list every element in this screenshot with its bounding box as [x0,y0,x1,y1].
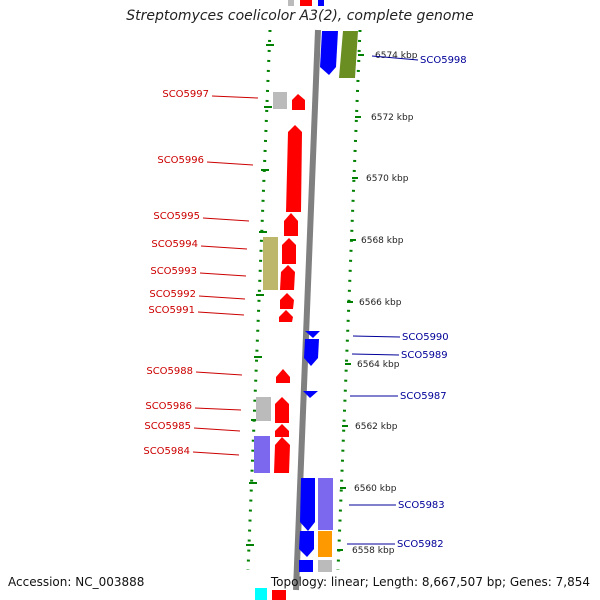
kbp-label: 6566 kbp [359,298,402,308]
gene-SCO5988 [276,369,290,383]
right-ruler [336,29,362,571]
kbp-label: 6574 kbp [375,51,418,61]
gene-SCO5997 [292,94,305,110]
right-leader-lines [347,55,419,545]
accession-text: Accession: NC_003888 [8,575,145,589]
gene-feature-purple [318,478,333,530]
gene-SCO5995 [284,213,298,236]
gene-SCO5984 [274,437,290,473]
kbp-label: 6568 kbp [361,236,404,246]
gene-SCO5998 [320,31,338,75]
gene-SCO5982 [299,531,314,557]
map-title: Streptomyces coelicolor A3(2), complete … [126,8,474,24]
gene-feature [272,590,286,600]
gene-feature-olive [339,31,358,78]
gene-label-SCO5985: SCO5985 [144,421,191,432]
gene-label-SCO5993: SCO5993 [150,266,197,277]
kbp-label: 6572 kbp [371,113,414,123]
gene-label-SCO5984: SCO5984 [143,446,190,457]
gene-label-SCO5997: SCO5997 [162,89,209,100]
gene-feature [288,0,294,6]
gene-feature-grey [273,92,287,109]
gene-feature [300,0,312,6]
gene-SCO5990 [305,331,320,338]
gene-SCO5996 [286,125,302,212]
gene-SCO5994 [282,238,296,264]
gene-label-SCO5989: SCO5989 [401,350,448,361]
gene-label-SCO5996: SCO5996 [157,155,204,166]
gene-label-SCO5982: SCO5982 [397,539,444,550]
gene-label-SCO5988: SCO5988 [146,366,193,377]
gene-SCO5993 [280,265,295,290]
gene-SCO5986 [275,397,289,423]
gene-feature-orange [318,531,332,557]
gene-SCO5992 [280,293,294,309]
left-leader-lines [192,95,259,456]
gene-feature [318,0,324,6]
genome-summary-text: Topology: linear; Length: 8,667,507 bp; … [270,575,590,589]
gene-feature-grey [318,560,332,572]
left-ruler [246,29,272,571]
gene-SCO5987 [303,391,318,398]
gene-label-SCO5987: SCO5987 [400,391,447,402]
gene-label-SCO5992: SCO5992 [149,289,196,300]
gene-SCO5985 [275,424,289,437]
gene-feature-cyan [255,588,267,600]
genome-axis [293,29,321,591]
gene-label-SCO5990: SCO5990 [402,332,449,343]
ruler-ticks [246,44,364,551]
kbp-label: 6558 kbp [352,546,395,556]
gene-SCO5989 [304,339,319,366]
gene-label-SCO5995: SCO5995 [153,211,200,222]
kbp-label: 6560 kbp [354,484,397,494]
gene-feature-grey [256,397,271,421]
gene-feature-purple [254,436,270,473]
gene-label-SCO5994: SCO5994 [151,239,198,250]
kbp-label: 6562 kbp [355,422,398,432]
kbp-label: 6564 kbp [357,360,400,370]
gene-SCO5991 [279,310,293,322]
gene-SCO5983 [300,478,315,531]
gene-label-SCO5986: SCO5986 [145,401,192,412]
gene-label-SCO5983: SCO5983 [398,500,445,511]
gene-label-SCO5998: SCO5998 [420,55,467,66]
kbp-label: 6570 kbp [366,174,409,184]
gene-feature-khaki [263,237,278,290]
gene-feature [299,560,313,572]
gene-label-SCO5991: SCO5991 [148,305,195,316]
